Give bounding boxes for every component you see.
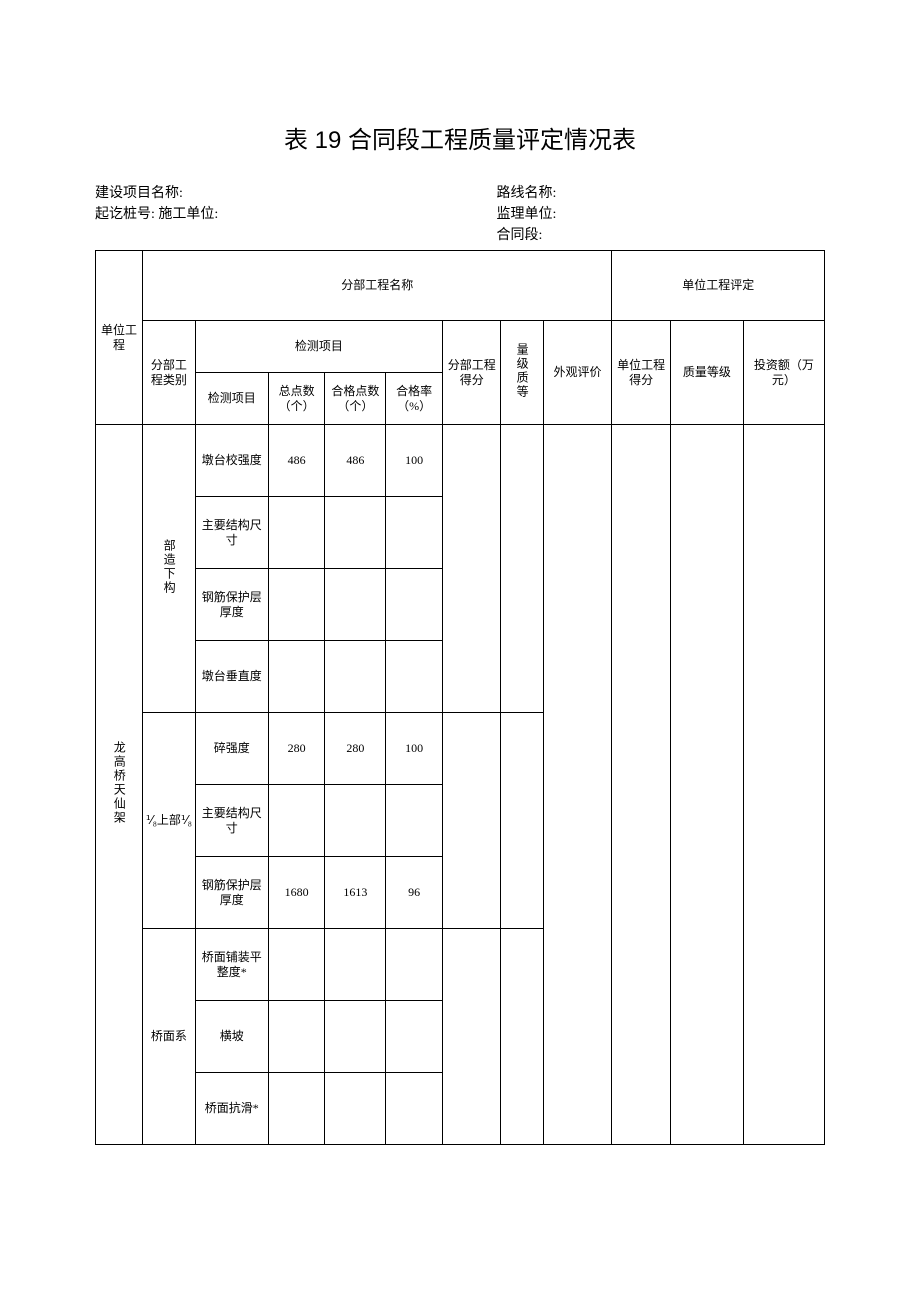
cell-item: 桥面铺装平整度* bbox=[195, 929, 268, 1001]
cell-item: 钢筋保护层厚度 bbox=[195, 569, 268, 641]
th-unit-project: 单位工程 bbox=[96, 251, 143, 425]
cell-pass: 280 bbox=[325, 713, 386, 785]
meta-pile-unit: 起讫桩号: 施工单位: bbox=[95, 204, 497, 225]
cell-unit-score bbox=[612, 425, 670, 1145]
table-row: 龙高桥天仙架部造下构墩台校强度486486100 bbox=[96, 425, 825, 497]
cell-investment bbox=[743, 425, 824, 1145]
cell-pass bbox=[325, 569, 386, 641]
cell-sub-score bbox=[443, 713, 501, 929]
cell-pass bbox=[325, 497, 386, 569]
th-pass-rate: 合格率（%） bbox=[386, 373, 443, 425]
th-unit-score: 单位工程得分 bbox=[612, 321, 670, 425]
th-quality-level: 量级质等 bbox=[501, 321, 543, 425]
cell-total: 280 bbox=[268, 713, 325, 785]
cell-pass bbox=[325, 1073, 386, 1145]
cell-rate: 100 bbox=[386, 425, 443, 497]
cell-rate bbox=[386, 1001, 443, 1073]
meta-route-name: 路线名称: bbox=[497, 183, 826, 204]
cell-rate bbox=[386, 929, 443, 1001]
cell-rate bbox=[386, 569, 443, 641]
th-pass-points: 合格点数（个） bbox=[325, 373, 386, 425]
cell-category: 部造下构 bbox=[143, 425, 196, 713]
th-quality-grade: 质量等级 bbox=[670, 321, 743, 425]
cell-appearance bbox=[543, 425, 612, 1145]
cell-rate bbox=[386, 497, 443, 569]
cell-total bbox=[268, 497, 325, 569]
cell-unit-name: 龙高桥天仙架 bbox=[96, 425, 143, 1145]
th-item: 检测项目 bbox=[195, 373, 268, 425]
cell-pass bbox=[325, 641, 386, 713]
cell-quality-level bbox=[501, 929, 543, 1145]
cell-pass bbox=[325, 785, 386, 857]
cell-quality-level bbox=[501, 425, 543, 713]
cell-rate bbox=[386, 785, 443, 857]
cell-total bbox=[268, 1001, 325, 1073]
th-unit-eval: 单位工程评定 bbox=[612, 251, 825, 321]
cell-rate: 100 bbox=[386, 713, 443, 785]
cell-total bbox=[268, 1073, 325, 1145]
th-investment: 投资额（万元） bbox=[743, 321, 824, 425]
cell-item: 横坡 bbox=[195, 1001, 268, 1073]
cell-total bbox=[268, 641, 325, 713]
cell-pass bbox=[325, 1001, 386, 1073]
cell-rate bbox=[386, 1073, 443, 1145]
th-sub-score: 分部工程得分 bbox=[443, 321, 501, 425]
cell-total: 486 bbox=[268, 425, 325, 497]
cell-total: 1680 bbox=[268, 857, 325, 929]
cell-pass: 486 bbox=[325, 425, 386, 497]
cell-category: ⅟₈上部⅟₈ bbox=[143, 713, 196, 929]
cell-total bbox=[268, 785, 325, 857]
th-sub-project-name: 分部工程名称 bbox=[143, 251, 612, 321]
cell-category: 桥面系 bbox=[143, 929, 196, 1145]
meta-supervisor: 监理单位: bbox=[497, 204, 826, 225]
cell-rate bbox=[386, 641, 443, 713]
cell-total bbox=[268, 929, 325, 1001]
table-body: 龙高桥天仙架部造下构墩台校强度486486100主要结构尺寸钢筋保护层厚度墩台垂… bbox=[96, 425, 825, 1145]
meta-contract: 合同段: bbox=[497, 225, 826, 246]
cell-item: 钢筋保护层厚度 bbox=[195, 857, 268, 929]
evaluation-table: 单位工程 分部工程名称 单位工程评定 分部工程类别 检测项目 分部工程得分 量级… bbox=[95, 250, 825, 1145]
meta-project-name: 建设项目名称: bbox=[95, 183, 497, 204]
page-title: 表 19 合同段工程质量评定情况表 bbox=[95, 120, 825, 155]
cell-item: 墩台垂直度 bbox=[195, 641, 268, 713]
cell-item: 墩台校强度 bbox=[195, 425, 268, 497]
cell-total bbox=[268, 569, 325, 641]
cell-sub-score bbox=[443, 425, 501, 713]
cell-item: 主要结构尺寸 bbox=[195, 785, 268, 857]
th-inspection-items: 检测项目 bbox=[195, 321, 442, 373]
th-appearance: 外观评价 bbox=[543, 321, 612, 425]
cell-quality-grade bbox=[670, 425, 743, 1145]
meta-block: 建设项目名称: 起讫桩号: 施工单位: 路线名称: 监理单位: 合同段: bbox=[95, 183, 825, 246]
cell-item: 碎强度 bbox=[195, 713, 268, 785]
cell-pass: 1613 bbox=[325, 857, 386, 929]
cell-item: 桥面抗滑* bbox=[195, 1073, 268, 1145]
cell-quality-level bbox=[501, 713, 543, 929]
th-sub-category: 分部工程类别 bbox=[143, 321, 196, 425]
cell-pass bbox=[325, 929, 386, 1001]
cell-item: 主要结构尺寸 bbox=[195, 497, 268, 569]
cell-rate: 96 bbox=[386, 857, 443, 929]
cell-sub-score bbox=[443, 929, 501, 1145]
th-total-points: 总点数（个） bbox=[268, 373, 325, 425]
